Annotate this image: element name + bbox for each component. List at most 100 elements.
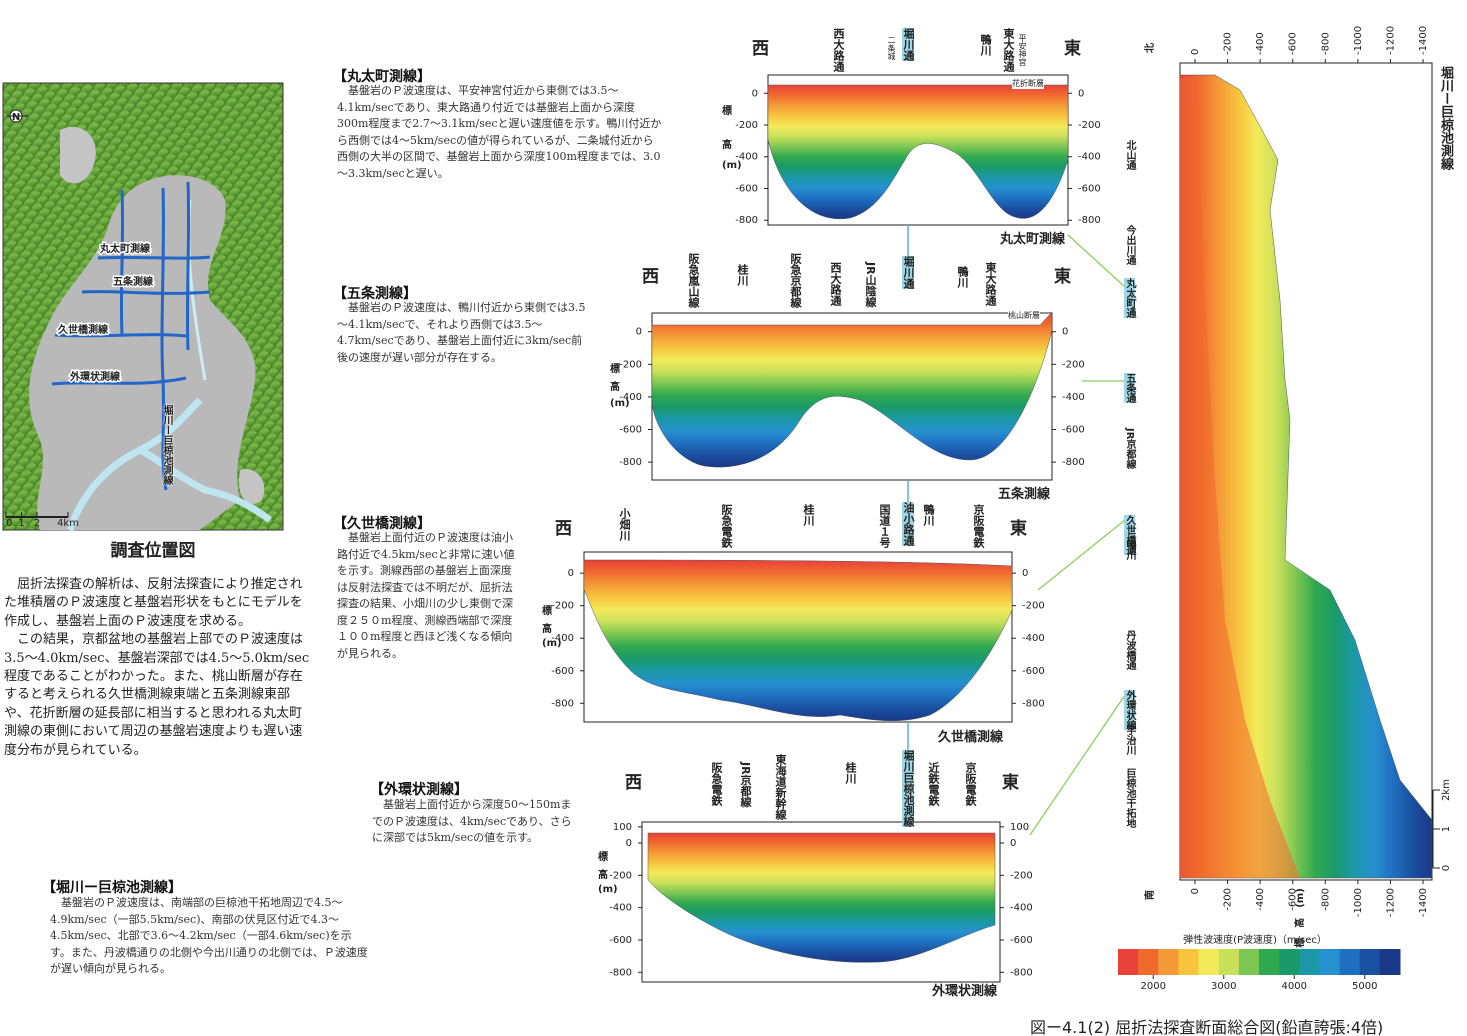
west-label: 西 [625,773,642,793]
map-line-label: 丸太町測線 [99,242,151,255]
scale-label: 1 [18,518,24,529]
x-tick-label: -1400 [1418,888,1429,917]
elevation-label: (m) [722,160,742,171]
survey-lines [51,181,211,491]
km-label: 0 [1441,865,1452,871]
landmark-label: 東大路通 [984,262,997,306]
intro-paragraph: 屈折法探査の解析は、反射法探査により推定された堆積層のＰ波速度と基盤岩形状をもと… [4,577,303,629]
survey-line [119,189,125,336]
legend-swatch [1198,949,1220,975]
elevation-label: 高 [610,382,620,393]
legend-tick-label: 2000 [1141,981,1166,992]
y-tick-label: -200 [619,359,642,370]
landmark-label: 鴨川 [956,266,969,288]
x-tick-label: -400 [1255,32,1266,55]
y-tick-label: -600 [619,424,642,435]
elevation-label: 標 [610,364,620,375]
y-tick-label: -200 [609,870,632,881]
x-tick-label: -800 [1320,888,1331,911]
y-tick-label: -400 [619,392,642,403]
y-tick-label: -400 [735,152,758,163]
y-tick-label: 100 [613,822,632,833]
fault-label: 桃山断層 [1008,310,1040,321]
basin [29,175,256,531]
velocity-section [767,84,1069,220]
section-name: 五条測線 [998,487,1051,502]
east-label: 東 [1064,39,1081,59]
survey-line [185,181,191,351]
landmark-label: 西大路通 [832,28,845,72]
west-label: 西 [642,267,659,287]
landmark-label: 油小路通 [902,502,915,546]
landmark-label: 鴨川 [922,504,935,526]
x-tick-label: -600 [1288,888,1299,911]
elevation-label: 高 [598,870,608,881]
y-tick-label: 0 [568,568,574,579]
elevation-label: (m) [598,884,618,895]
y-tick-label: -600 [1062,424,1085,435]
scale-label: 2 [34,518,40,529]
landmark-label: 近鉄電鉄 [927,762,940,806]
y-tick-label: -800 [1010,967,1033,978]
x-tick-label: -600 [1288,32,1299,55]
landmark-label: 小畑川 [618,508,631,541]
plain [60,126,265,504]
section-title: 【久世橋測線】 [333,516,431,532]
y-tick-label: -600 [1022,666,1045,677]
y-tick-label: -600 [609,935,632,946]
profile-red-zone [1180,78,1300,878]
y-tick-label: -200 [1078,120,1101,131]
river [66,397,273,532]
legend-swatch [1299,949,1320,975]
y-tick-label: 0 [1010,838,1016,849]
landmark-label: 堀川通 [902,256,915,289]
legend-tick-label: 4000 [1282,981,1307,992]
y-tick-label: -400 [551,633,574,644]
legend-swatch [1339,949,1361,975]
legend-swatch [1238,949,1260,975]
legend-swatch [1158,949,1179,975]
y-tick-label: -400 [1062,392,1085,403]
y-tick-label: -400 [1010,903,1033,914]
landmark-label: 堀川巨椋池測線 [902,750,915,827]
section-title: 【外環状測線】 [370,782,468,798]
y-tick-label: 0 [636,327,642,338]
legend-tick-label: 5000 [1352,981,1377,992]
legend-swatch [1319,949,1341,975]
landmark-label: JR京都線 [1124,428,1135,470]
landmark-label: 桂川 [736,264,749,286]
velocity-section [583,559,1013,722]
x-tick-label: -1200 [1385,26,1396,55]
landmark-label: 京阪電鉄 [972,504,985,548]
section-title: 【丸太町測線】 [333,69,431,85]
landmark-label: 桂川 [844,762,857,784]
landmark-label: 阪急嵐山線 [687,253,700,308]
y-tick-label: -600 [1010,935,1033,946]
location-map [2,82,284,532]
east-label: 東 [1054,267,1071,287]
landmark-label: 西大路通 [829,262,842,306]
landmark-label: 丹波橋通 [1124,630,1135,670]
west-label: 西 [752,39,769,59]
x-tick-label: -1000 [1353,26,1364,55]
map-caption: 調査位置図 [110,541,196,561]
y-tick-label: -800 [551,698,574,709]
x-tick-label: -200 [1223,888,1234,911]
y-tick-label: -600 [735,183,758,194]
x-tick-label: 0 [1190,888,1201,894]
landmark-label: 今出川通 [1124,225,1135,265]
landmark-label: 阪急電鉄 [720,504,733,548]
south-label: 南 [1143,890,1156,900]
x-tick-label: -1000 [1353,888,1364,917]
landmark-label: 平安神宮 [1018,34,1027,66]
survey-line [81,290,211,295]
connector [1037,519,1126,591]
x-tick-label: -200 [1223,32,1234,55]
elevation-label: 標 [598,852,608,863]
scale-label: 4km [57,518,79,529]
survey-line [51,376,187,386]
survey-line [160,187,168,491]
y-tick-label: -800 [1022,698,1045,709]
y-tick-label: -200 [551,601,574,612]
